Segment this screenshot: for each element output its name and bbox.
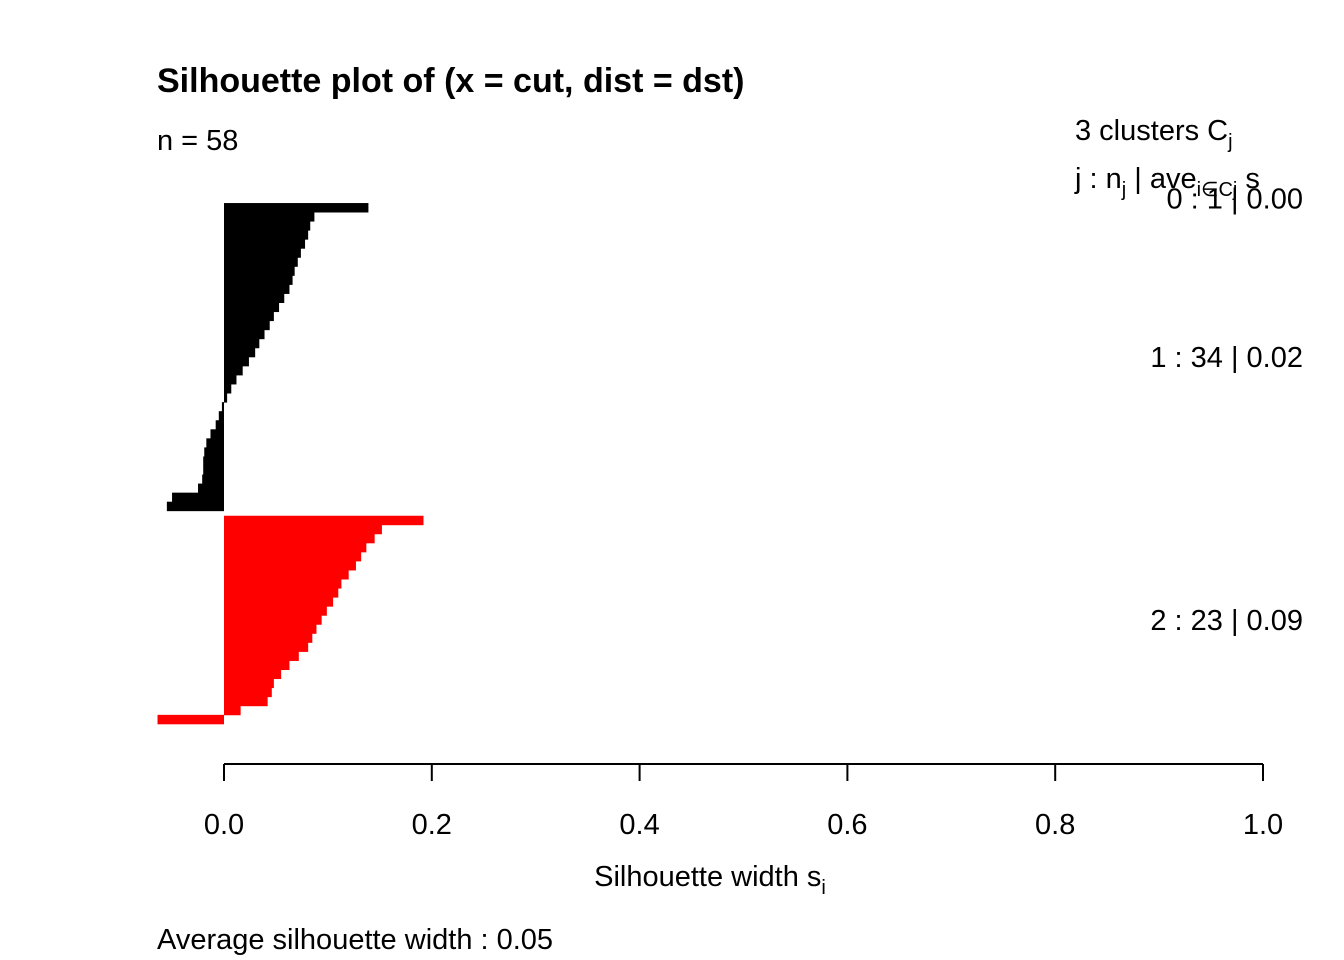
cluster-1-bar-7 <box>224 266 295 276</box>
cluster-1-bar-21 <box>224 393 228 403</box>
cluster-1-bar-28 <box>203 456 224 466</box>
cluster-labels: 0 : 1 | 0.00 1 : 34 | 0.02 2 : 23 | 0.09 <box>1150 184 1303 637</box>
cluster-1-bar-29 <box>203 465 224 475</box>
cluster-2-bar-9 <box>224 597 334 607</box>
x-tick-label-1.0: 1.0 <box>1243 809 1283 841</box>
cluster-2-bar-15 <box>224 651 299 661</box>
cluster-1-bar-9 <box>224 284 290 294</box>
x-tick-label-0.8: 0.8 <box>1035 809 1075 841</box>
legend-header-line2-end: s <box>1237 163 1260 195</box>
legend-header-line2-sub2: i∈Cj <box>1197 179 1238 201</box>
cluster-2-bar-0 <box>224 515 424 526</box>
cluster-2-bar-22 <box>157 714 224 725</box>
cluster-1-bar-18 <box>224 365 243 376</box>
cluster-2-bar-21 <box>224 705 241 716</box>
cluster-1-bar-17 <box>224 356 249 367</box>
cluster-2-bar-20 <box>224 696 268 707</box>
cluster-2-bar-13 <box>224 633 313 643</box>
x-axis-label-text: Silhouette width s <box>594 861 821 893</box>
silhouette-bars <box>157 203 424 725</box>
cluster-1-label: 1 : 34 | 0.02 <box>1150 342 1303 374</box>
cluster-1-bar-23 <box>218 411 224 421</box>
cluster-2-bar-17 <box>224 669 282 680</box>
x-tick-label-0.6: 0.6 <box>827 809 867 841</box>
cluster-1-bar-6 <box>224 257 298 267</box>
cluster-2-bar-18 <box>224 678 274 689</box>
cluster-2-bar-12 <box>224 624 317 634</box>
legend-header-line2-text: j : n <box>1074 163 1122 195</box>
cluster-1-bar-11 <box>224 302 280 313</box>
cluster-1-bar-0 <box>224 203 369 213</box>
cluster-2-bar-6 <box>224 570 349 580</box>
cluster-2-bar-19 <box>224 687 272 698</box>
x-tick-label-0.0: 0.0 <box>204 809 244 841</box>
cluster-1-bar-20 <box>224 384 232 394</box>
cluster-2-bar-4 <box>224 551 362 562</box>
cluster-2-bar-3 <box>224 542 367 553</box>
cluster-1-bar-10 <box>224 293 285 303</box>
cluster-1-bar-16 <box>224 347 256 358</box>
cluster-2-bar-8 <box>224 588 339 598</box>
cluster-1-bar-19 <box>224 375 237 385</box>
x-axis-label: Silhouette width si <box>594 861 826 899</box>
cluster-1-bar-22 <box>221 402 224 412</box>
cluster-1-bar-27 <box>204 447 224 457</box>
chart-title: Silhouette plot of (x = cut, dist = dst) <box>157 62 744 100</box>
cluster-1-bar-31 <box>198 483 224 494</box>
cluster-1-bar-26 <box>206 438 224 448</box>
cluster-1-bar-4 <box>224 239 306 249</box>
cluster-2-bar-7 <box>224 579 342 589</box>
cluster-0-label: 0 : 1 | 0.00 <box>1166 184 1303 216</box>
cluster-1-bar-2 <box>224 221 311 231</box>
cluster-2-bar-2 <box>224 533 375 544</box>
legend-header-line2-sub: j <box>1121 179 1126 201</box>
cluster-2-bar-16 <box>224 660 290 670</box>
cluster-2-bar-14 <box>224 642 309 652</box>
x-tick-label-0.2: 0.2 <box>412 809 452 841</box>
cluster-1-bar-1 <box>224 212 315 222</box>
legend-header-line1-text: 3 clusters C <box>1075 115 1228 147</box>
cluster-2-bar-11 <box>224 615 322 625</box>
x-axis-label-sub: i <box>821 877 825 899</box>
cluster-2-label: 2 : 23 | 0.09 <box>1150 605 1303 637</box>
cluster-1-bar-8 <box>224 275 293 285</box>
cluster-2-bar-10 <box>224 606 327 616</box>
cluster-1-bar-15 <box>224 338 260 349</box>
cluster-1-bar-13 <box>224 320 270 331</box>
cluster-1-bar-24 <box>215 420 224 430</box>
x-tick-label-0.4: 0.4 <box>619 809 659 841</box>
legend-header-line2-rest: | ave <box>1126 163 1196 195</box>
legend-header-line1: 3 clusters Cj <box>1075 115 1233 153</box>
cluster-1-bar-25 <box>210 429 224 439</box>
cluster-1-bar-3 <box>224 230 309 240</box>
cluster-2-bar-1 <box>224 524 382 535</box>
cluster-1-bar-32 <box>172 492 224 503</box>
legend-header-line2: j : nj | avei∈Cj s <box>1074 163 1260 201</box>
legend-header-line1-sub: j <box>1227 131 1232 153</box>
chart-subtitle: n = 58 <box>157 125 238 157</box>
cluster-2-bar-5 <box>224 561 356 571</box>
cluster-1-bar-30 <box>202 474 224 484</box>
average-silhouette-footer: Average silhouette width : 0.05 <box>157 924 553 956</box>
cluster-1-bar-14 <box>224 329 265 340</box>
x-axis: 0.0 0.2 0.4 0.6 0.8 1.0 <box>204 763 1283 841</box>
cluster-1-bar-33 <box>166 501 224 512</box>
cluster-1-bar-12 <box>224 311 274 322</box>
cluster-1-bar-5 <box>224 248 301 258</box>
